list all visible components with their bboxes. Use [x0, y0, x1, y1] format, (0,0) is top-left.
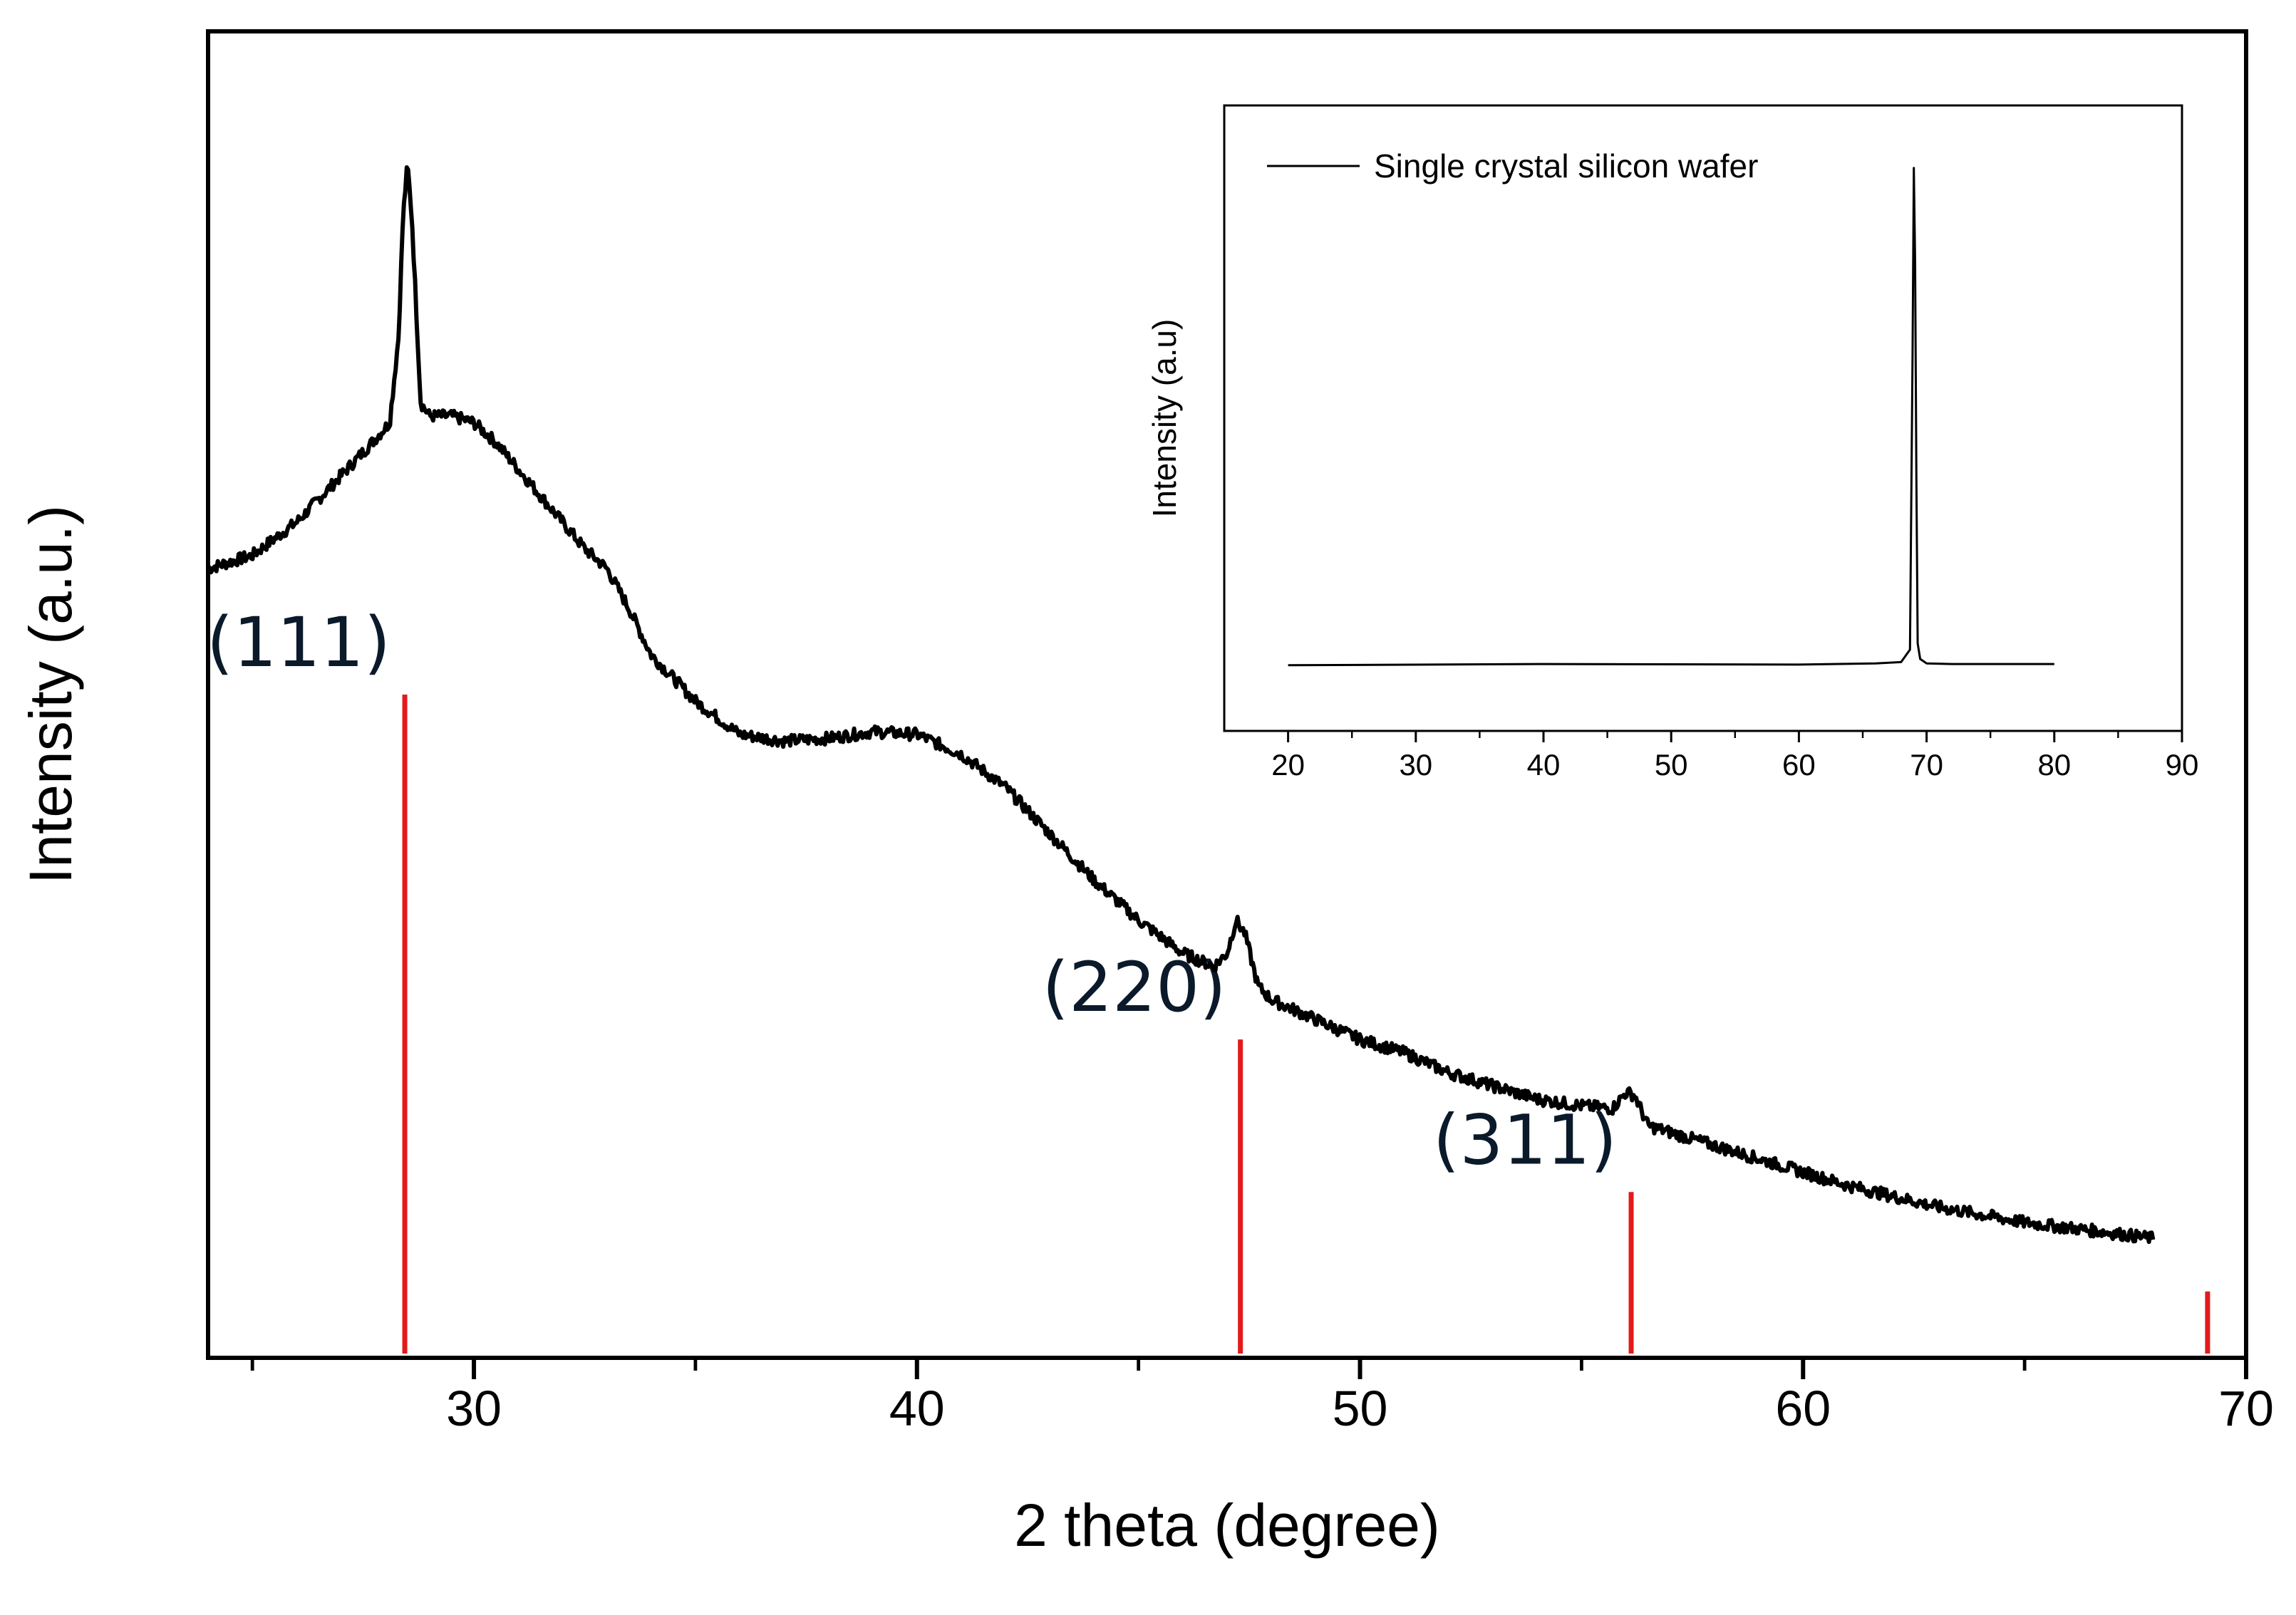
inset-x-tick-label: 60	[1782, 748, 1816, 781]
main-x-tick-label: 60	[1775, 1381, 1831, 1436]
main-x-tick-label: 30	[446, 1381, 502, 1436]
inset-x-tick-label: 50	[1655, 748, 1688, 781]
inset-legend-label: Single crystal silicon wafer	[1374, 147, 1758, 185]
main-x-axis-label: 2 theta (degree)	[1014, 1492, 1440, 1559]
inset-x-tick-label: 80	[2037, 748, 2071, 781]
inset-x-tick-label: 20	[1271, 748, 1305, 781]
main-series-line	[206, 165, 2156, 1245]
main-x-tick-label: 70	[2218, 1381, 2274, 1436]
main-peak-label: (111)	[207, 603, 391, 682]
inset-x-tick-label: 30	[1399, 748, 1432, 781]
main-x-tick-label: 50	[1333, 1381, 1388, 1436]
inset-series-line	[1288, 167, 2054, 667]
inset-y-axis-label: Intensity (a.u)	[1146, 319, 1183, 518]
inset-plot-frame	[1223, 104, 2183, 732]
inset-x-tick-label: 70	[1910, 748, 1943, 781]
main-y-axis-label: Intensity (a.u.)	[17, 505, 84, 884]
inset-x-tick-label: 40	[1527, 748, 1561, 781]
main-x-tick-label: 40	[889, 1381, 945, 1436]
main-peak-label: (311)	[1433, 1100, 1617, 1180]
inset-x-tick-label: 90	[2166, 748, 2199, 781]
